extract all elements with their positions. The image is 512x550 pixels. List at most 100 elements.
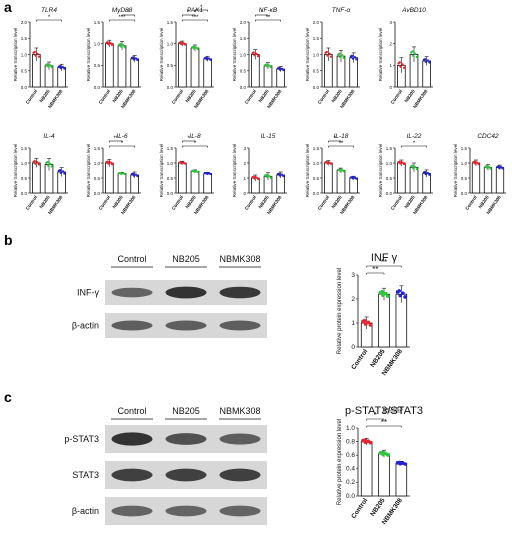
y-tick-label: 0.5 [21, 176, 28, 181]
blot-band [111, 320, 153, 331]
data-point [110, 43, 114, 47]
data-point [381, 293, 385, 298]
data-point [282, 68, 285, 72]
bar [105, 43, 114, 88]
category-label: NB205 [369, 497, 387, 518]
y-tick-label: 0.6 [346, 452, 355, 459]
bar [495, 167, 505, 194]
bar [190, 47, 200, 88]
data-point [362, 318, 367, 323]
significance-label: ** [381, 418, 387, 427]
blot-row-label: STAT3 [72, 470, 99, 480]
data-point [48, 64, 52, 67]
chart-title: IL-6 [116, 133, 128, 140]
data-point [255, 52, 258, 56]
category-label: Control [25, 195, 38, 211]
blot-row-label: β-actin [72, 321, 99, 331]
data-point [47, 164, 50, 167]
data-point [355, 58, 358, 61]
data-point [266, 175, 269, 179]
data-point [265, 173, 268, 177]
category-label: NB205 [185, 194, 198, 209]
y-tick-label: 2 [243, 161, 246, 166]
bar [105, 162, 114, 194]
data-point [325, 160, 328, 164]
y-tick-label: 1.5 [461, 146, 468, 151]
category-label: NB205 [112, 194, 125, 209]
data-point [136, 174, 139, 178]
y-axis-label: Relative transcription level [159, 28, 164, 82]
blots-layer: Control NB205 NBMK308 INF-γ β-actin Control NB… [64, 254, 267, 525]
data-point [339, 55, 342, 59]
blot-band [219, 286, 261, 299]
y-tick-label: 0.0 [167, 85, 174, 90]
category-label: NB205 [331, 88, 344, 103]
blot-band [165, 505, 207, 517]
y-tick-label: 0.0 [94, 191, 101, 196]
data-point [132, 58, 136, 61]
bar [117, 173, 127, 194]
data-point [338, 168, 341, 171]
bar [178, 43, 187, 88]
y-tick-label: 1.0 [94, 161, 101, 166]
y-tick-label: 0.5 [167, 63, 174, 68]
y-tick-label: 3 [243, 146, 246, 151]
data-point [269, 176, 272, 179]
y-tick-label: 1.0 [21, 52, 28, 57]
data-point [119, 171, 122, 175]
significance-label: ** [266, 15, 271, 21]
bar [276, 68, 285, 88]
panel-label-a: a [4, 0, 12, 15]
y-tick-label: 2 [351, 296, 355, 303]
y-tick-label: 1.0 [386, 161, 393, 166]
bar [203, 58, 212, 88]
data-point [380, 290, 384, 294]
data-point [123, 46, 126, 49]
significance-label: p=0.063 [383, 407, 403, 413]
data-point [34, 162, 37, 165]
data-point [36, 52, 39, 55]
category-label: Control [171, 195, 184, 211]
data-point [50, 165, 53, 168]
data-point [280, 173, 284, 176]
lane-label: NB205 [172, 254, 200, 264]
y-tick-label: 1 [389, 63, 392, 68]
data-point [136, 58, 139, 62]
y-tick-label: 1.5 [94, 20, 101, 25]
y-tick-label: 1.5 [386, 146, 393, 151]
data-point [473, 160, 476, 164]
data-point [428, 173, 431, 176]
y-tick-label: 0.0 [313, 85, 320, 90]
y-tick-label: 1.0 [313, 52, 320, 57]
y-tick-label: 0.2 [346, 479, 355, 486]
y-tick-label: 0.0 [461, 191, 468, 196]
data-point [485, 165, 488, 168]
data-point [131, 172, 135, 176]
significance-label: * [194, 141, 197, 147]
data-point [255, 176, 258, 179]
data-point [338, 52, 341, 56]
western-blot-c: Control NB205 NBMK308 p-STAT3 STAT3 β-actin [64, 406, 267, 525]
data-point [37, 55, 41, 58]
y-tick-label: 1.5 [94, 146, 101, 151]
y-tick-label: 0 [389, 85, 392, 90]
category-label: NB205 [185, 88, 198, 103]
data-point [411, 50, 414, 53]
data-point [342, 170, 345, 173]
chart-title: IL-4 [43, 133, 55, 140]
y-tick-label: 2.0 [313, 20, 320, 25]
data-point [355, 177, 358, 180]
data-point [47, 65, 50, 68]
data-point [415, 55, 418, 59]
data-point [33, 160, 36, 163]
y-tick-label: 1.5 [21, 36, 28, 41]
y-tick-label: 1 [243, 176, 246, 181]
significance-label: * [127, 10, 130, 16]
chart-inf-: INF γ 0 1 2 3 Relative protein expression lev… [337, 252, 410, 377]
blot-row-label: INF-γ [77, 288, 99, 298]
bar [471, 162, 481, 194]
y-tick-label: 1.0 [167, 161, 174, 166]
data-point [252, 51, 255, 54]
